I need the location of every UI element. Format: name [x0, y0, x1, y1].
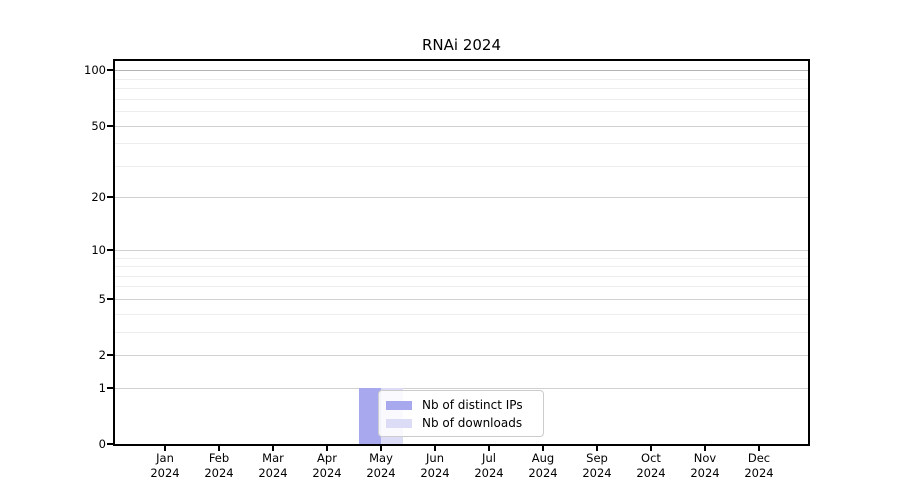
x-tick-label-month-aug: Aug [531, 451, 555, 465]
legend-swatch-nb-of-distinct-ips [386, 400, 412, 410]
x-tick-label-year-jun: 2024 [420, 466, 450, 480]
x-tick-label-month-feb: Feb [208, 451, 230, 465]
y-tick-20 [107, 196, 113, 199]
y-tick-100 [107, 69, 113, 72]
legend-row-nb-of-distinct-ips: Nb of distinct IPs [386, 396, 535, 414]
gridline-y-20 [115, 197, 808, 199]
y-tick-label-0: 0 [98, 437, 106, 451]
gridline-y-9 [115, 257, 808, 259]
legend-row-nb-of-downloads: Nb of downloads [386, 414, 535, 432]
y-tick-1 [107, 386, 113, 389]
x-tick-jan [164, 446, 166, 451]
gridline-y-80 [115, 88, 808, 89]
x-tick-label-year-oct: 2024 [636, 466, 666, 480]
legend: Nb of distinct IPs Nb of downloads [378, 390, 544, 437]
gridline-y-70 [115, 98, 808, 100]
gridline-y-100 [115, 70, 808, 72]
x-tick-label-month-jul: Jul [482, 451, 496, 465]
x-tick-jun [434, 446, 436, 451]
gridline-y-4 [115, 313, 808, 315]
x-tick-label-month-oct: Oct [641, 451, 661, 465]
y-tick-label-1: 1 [98, 380, 106, 395]
x-tick-label-month-apr: Apr [317, 451, 337, 465]
x-tick-label-jul: Jul 2024 [459, 451, 519, 481]
x-tick-nov [704, 446, 706, 451]
x-tick-label-aug: Aug 2024 [513, 451, 573, 481]
gridline-y-2 [115, 355, 808, 356]
chart-title: RNAi 2024 [421, 36, 501, 54]
x-tick-apr [326, 446, 328, 451]
x-tick-label-feb: Feb 2024 [189, 451, 249, 481]
y-tick-label-2: 2 [98, 348, 106, 362]
y-tick-50 [107, 124, 113, 127]
plot-area [113, 59, 810, 446]
x-tick-mar [272, 446, 274, 451]
y-tick-5 [107, 297, 113, 300]
y-tick-10 [107, 248, 113, 251]
y-tick-label-50: 50 [91, 118, 106, 133]
x-tick-label-sep: Sep 2024 [567, 451, 627, 481]
x-tick-label-oct: Oct 2024 [621, 451, 681, 481]
x-tick-jul [488, 446, 490, 451]
gridline-y-90 [115, 78, 808, 80]
x-tick-aug [542, 446, 544, 451]
x-tick-label-year-mar: 2024 [258, 466, 288, 480]
x-tick-oct [650, 446, 652, 451]
gridline-y-1 [115, 387, 808, 389]
gridline-y-8 [115, 266, 808, 267]
y-tick-2 [107, 354, 113, 356]
x-tick-dec [758, 446, 760, 451]
x-tick-label-year-aug: 2024 [528, 466, 558, 480]
gridline-y-7 [115, 275, 808, 277]
x-tick-label-year-apr: 2024 [312, 466, 342, 480]
x-tick-label-month-nov: Nov [693, 451, 717, 465]
x-tick-label-month-jun: Jun [426, 451, 444, 465]
legend-swatch-nb-of-downloads [386, 418, 412, 428]
y-tick-0 [107, 443, 113, 445]
gridline-y-30 [115, 165, 808, 167]
x-tick-label-jan: Jan 2024 [135, 451, 195, 481]
x-tick-label-may: May 2024 [351, 451, 411, 481]
legend-label-nb-of-distinct-ips: Nb of distinct IPs [422, 398, 523, 412]
bar-nb-of-distinct-ips-may [359, 387, 381, 444]
x-tick-label-month-may: May [369, 451, 393, 465]
x-tick-label-jun: Jun 2024 [405, 451, 465, 481]
y-tick-label-5: 5 [98, 291, 106, 306]
gridline-y-60 [115, 110, 808, 112]
x-tick-label-month-dec: Dec [747, 451, 771, 465]
gridline-y-3 [115, 331, 808, 333]
gridline-y-6 [115, 286, 808, 288]
x-tick-label-nov: Nov 2024 [675, 451, 735, 481]
x-tick-label-year-feb: 2024 [204, 466, 234, 480]
gridline-y-50 [115, 125, 808, 127]
gridline-y-10 [115, 249, 808, 251]
x-tick-label-year-dec: 2024 [744, 466, 774, 480]
x-tick-label-year-sep: 2024 [582, 466, 612, 480]
x-tick-label-month-jan: Jan [156, 451, 174, 465]
x-tick-label-month-mar: Mar [262, 451, 284, 465]
x-tick-label-year-jan: 2024 [150, 466, 180, 480]
x-tick-label-year-may: 2024 [366, 466, 396, 480]
y-tick-label-10: 10 [91, 242, 106, 257]
x-tick-label-month-sep: Sep [586, 451, 608, 465]
y-tick-label-20: 20 [91, 190, 106, 205]
y-tick-label-100: 100 [84, 63, 106, 78]
x-tick-feb [218, 446, 220, 451]
legend-label-nb-of-downloads: Nb of downloads [422, 416, 523, 430]
x-tick-label-dec: Dec 2024 [729, 451, 789, 481]
gridline-y-40 [115, 143, 808, 145]
x-tick-label-year-nov: 2024 [690, 466, 720, 480]
x-tick-label-year-jul: 2024 [474, 466, 504, 480]
x-tick-sep [596, 446, 598, 451]
gridline-y-5 [115, 298, 808, 300]
x-tick-may [380, 446, 382, 451]
x-tick-label-mar: Mar 2024 [243, 451, 303, 481]
x-tick-label-apr: Apr 2024 [297, 451, 357, 481]
